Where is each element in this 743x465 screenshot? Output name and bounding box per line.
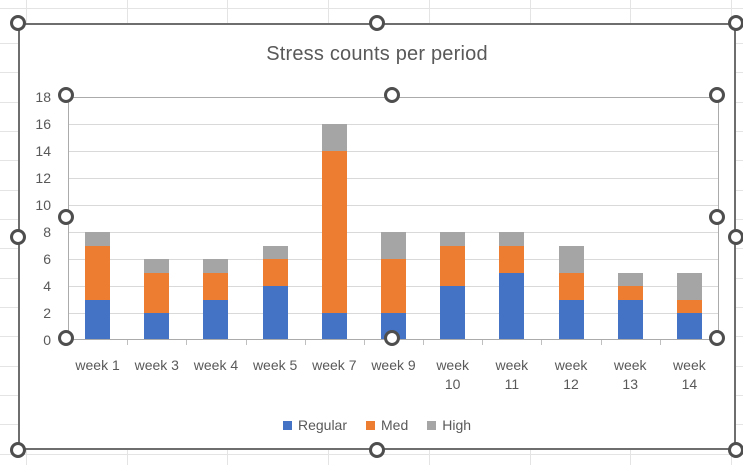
chart-resize-handle-e[interactable] [728,228,743,245]
bar-high-week-7[interactable] [321,124,347,151]
bar-med-week-3[interactable] [144,272,170,313]
x-axis-tick [127,340,129,345]
x-axis-tick [363,340,365,345]
x-axis-label-week-13: week 13 [613,357,647,392]
legend[interactable]: Regular Med High [20,417,734,433]
plot-area-resize-handle-w[interactable] [58,208,74,225]
gridline [68,151,719,152]
chart-title[interactable]: Stress counts per period [266,43,488,65]
bar-med-week-12[interactable] [558,272,584,300]
plot-area-resize-handle-se[interactable] [709,330,725,346]
bar-med-week-13[interactable] [617,286,643,300]
bar-high-week-13[interactable] [617,272,643,286]
x-axis-tick [186,340,188,345]
x-axis-tick [600,340,602,345]
legend-label-high: High [442,417,472,433]
y-axis-label-2: 2 [43,305,51,321]
gridline [68,178,719,179]
chart-resize-handle-s[interactable] [369,442,385,458]
bar-regular-week-14[interactable] [676,313,702,340]
x-axis-label-week-1: week 1 [75,357,120,373]
bar-high-week-11[interactable] [499,232,525,246]
bar-regular-week-5[interactable] [262,286,288,340]
plot-area-resize-handle-nw[interactable] [58,87,74,103]
legend-swatch-regular [282,420,292,430]
bar-regular-week-7[interactable] [321,313,347,340]
x-axis-label-week-10: week 10 [436,357,469,392]
bar-regular-week-12[interactable] [558,299,584,340]
chart-resize-handle-n[interactable] [369,15,385,31]
chart-resize-handle-sw[interactable] [10,442,26,458]
legend-item-high[interactable]: High [427,417,471,433]
bar-med-week-10[interactable] [440,245,466,286]
gridline [68,124,719,125]
bar-regular-week-4[interactable] [203,299,229,340]
bar-regular-week-1[interactable] [85,299,111,340]
y-axis-label-18: 18 [35,89,51,105]
plot-area-resize-handle-e[interactable] [709,208,725,225]
legend-swatch-med [366,420,375,430]
x-axis-tick [245,340,247,345]
chart-object[interactable]: Stress counts per period 0 2 4 6 8 10 12 14 16 18… [18,23,736,450]
x-axis-label-week-3: week 3 [134,357,179,373]
bar-high-week-3[interactable] [144,259,170,273]
x-axis-label-week-9: week 9 [371,357,416,373]
chart-resize-handle-se[interactable] [728,442,743,458]
plot-area-resize-handle-n[interactable] [383,87,400,103]
legend-item-med[interactable]: Med [366,417,408,433]
y-axis-label-16: 16 [35,116,51,132]
y-axis-label-12: 12 [35,170,51,186]
x-axis-tick [541,340,543,345]
y-axis-label-8: 8 [43,224,51,240]
bar-med-week-7[interactable] [321,151,347,313]
plot-area-resize-handle-s[interactable] [383,330,400,346]
bar-regular-week-11[interactable] [499,272,525,340]
bar-med-week-5[interactable] [262,259,288,286]
x-axis-tick [482,340,484,345]
x-axis-label-week-4: week 4 [193,357,239,373]
x-axis-label-week-7: week 7 [312,357,357,373]
chart-resize-handle-ne[interactable] [728,15,743,31]
y-axis-label-10: 10 [35,197,51,213]
y-axis-label-0: 0 [43,332,51,348]
plot-area-resize-handle-ne[interactable] [709,87,725,103]
sheet-row-gridline [0,8,743,9]
legend-swatch-high [427,420,437,430]
gridline [68,205,719,206]
bar-high-week-4[interactable] [203,259,229,273]
bar-high-week-1[interactable] [85,232,111,246]
bar-regular-week-3[interactable] [144,313,170,340]
bar-high-week-10[interactable] [440,232,466,246]
bar-high-week-9[interactable] [381,232,406,259]
y-axis-label-6: 6 [43,251,51,267]
chart-resize-handle-nw[interactable] [10,15,26,31]
x-axis-tick [304,340,306,345]
legend-item-regular[interactable]: Regular [282,417,347,433]
x-axis-label-week-12: week 12 [554,357,588,392]
y-axis-label-4: 4 [43,278,51,294]
x-axis-tick [423,340,425,345]
bar-med-week-9[interactable] [381,259,406,313]
bar-high-week-5[interactable] [262,245,288,259]
bar-high-week-12[interactable] [558,245,584,273]
plot-area[interactable] [68,97,720,345]
x-axis-label-week-5: week 5 [252,357,298,373]
plot-area-resize-handle-sw[interactable] [58,330,74,346]
bar-med-week-4[interactable] [203,272,229,300]
legend-label-med: Med [381,417,409,433]
bar-high-week-14[interactable] [676,272,702,300]
x-axis-tick [659,340,661,345]
y-axis-label-14: 14 [35,143,51,159]
bar-med-week-11[interactable] [499,245,525,273]
x-axis-label-week-14: week 14 [673,357,706,392]
bar-regular-week-10[interactable] [440,286,466,340]
legend-label-regular: Regular [297,417,347,433]
bar-regular-week-13[interactable] [617,299,643,340]
bar-med-week-1[interactable] [85,245,111,300]
bar-med-week-14[interactable] [676,299,702,313]
x-axis-label-week-11: week 11 [495,357,529,392]
chart-resize-handle-w[interactable] [10,228,26,245]
